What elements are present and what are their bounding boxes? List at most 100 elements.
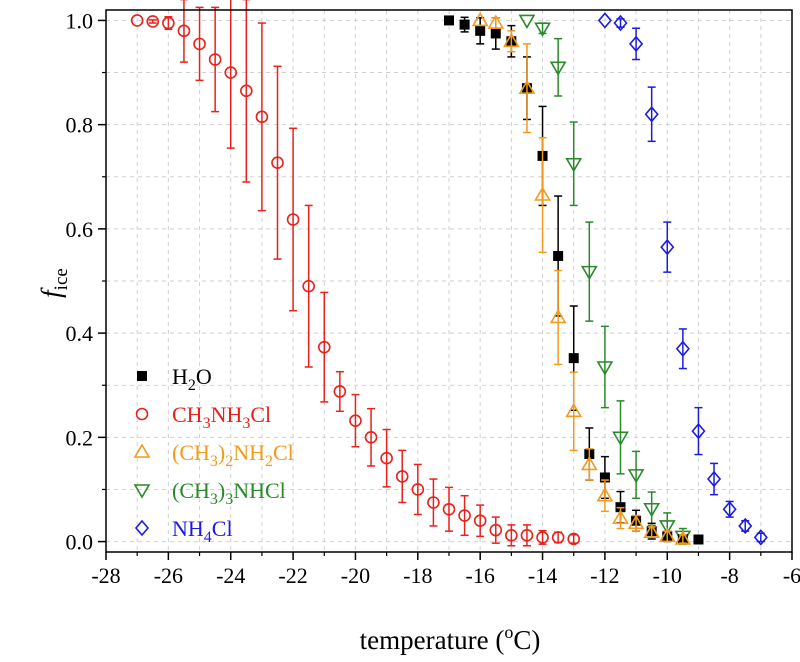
data-point <box>629 35 644 53</box>
legend-subscript: 3 <box>242 415 250 432</box>
data-point <box>146 15 160 28</box>
legend-text-part: NHCl <box>233 478 286 503</box>
data-point <box>612 509 629 524</box>
data-point <box>658 527 676 543</box>
data-point <box>473 514 487 528</box>
data-point <box>597 12 612 29</box>
legend-label: CH3NH3Cl <box>172 402 271 432</box>
data-point <box>518 79 536 94</box>
legend-label: (CH3)3NHCl <box>172 478 286 508</box>
data-point <box>395 470 409 483</box>
legend-text-part: ) <box>218 478 225 503</box>
data-point <box>271 156 284 169</box>
data-point <box>596 487 614 502</box>
data-point <box>349 414 362 427</box>
data-point <box>580 265 598 281</box>
x-tick-label: -12 <box>590 563 619 588</box>
data-point <box>549 61 567 76</box>
data-point <box>255 110 269 124</box>
data-point <box>444 15 454 26</box>
legend-subscript: 4 <box>204 529 212 546</box>
data-point <box>567 532 581 546</box>
legend-subscript: 2 <box>188 377 196 394</box>
series--ch3-3nhcl <box>518 14 692 545</box>
data-point <box>643 523 661 538</box>
legend-text-part: NH <box>211 402 243 427</box>
x-tick-label: -26 <box>154 563 183 588</box>
legend-text-part: ) <box>218 440 225 465</box>
x-tick-label: -8 <box>720 563 738 588</box>
data-point <box>459 19 470 30</box>
legend-subscript: 3 <box>225 491 233 508</box>
data-point <box>536 531 549 544</box>
data-point <box>475 25 486 36</box>
data-point <box>364 431 378 444</box>
data-point <box>489 523 503 537</box>
series-h2o <box>444 15 704 545</box>
legend-text-part: O <box>196 364 212 389</box>
data-point <box>644 106 659 123</box>
data-point <box>627 469 645 484</box>
x-tick-label: -18 <box>403 563 432 588</box>
data-series <box>130 0 768 547</box>
x-tick-label: -14 <box>528 563 557 588</box>
data-point <box>549 308 567 324</box>
x-tick-label: -20 <box>341 563 370 588</box>
data-point <box>317 340 331 354</box>
data-point <box>565 157 583 173</box>
data-point <box>520 529 534 542</box>
legend-subscript: 2 <box>265 453 273 470</box>
data-point <box>660 238 675 256</box>
data-point <box>534 22 551 37</box>
legend-subscript: 3 <box>210 491 218 508</box>
data-point <box>580 455 598 471</box>
legend-text-part: (CH <box>172 440 210 465</box>
data-point <box>658 520 676 535</box>
legend-marker <box>137 371 147 381</box>
data-point <box>753 529 768 546</box>
data-point <box>286 213 300 226</box>
data-point <box>518 14 536 30</box>
legend-label: H2O <box>172 364 212 394</box>
y-tick-label: 1.0 <box>66 8 94 33</box>
data-point <box>130 14 144 27</box>
legend-text-part: Cl <box>212 516 233 541</box>
data-point <box>674 530 692 545</box>
x-tick-label: -16 <box>466 563 495 588</box>
data-point <box>458 509 471 522</box>
data-point <box>302 279 315 293</box>
data-point <box>487 14 505 29</box>
y-tick-label: 0.0 <box>66 530 94 555</box>
x-tick-label: -10 <box>653 563 682 588</box>
legend-text-part: NH <box>172 516 204 541</box>
data-point <box>490 28 501 39</box>
series-ch3nh3cl <box>130 0 581 547</box>
legend-marker <box>133 443 151 458</box>
data-point <box>722 501 737 518</box>
legend-text-part: Cl <box>250 402 271 427</box>
legend-text-part: H <box>172 364 188 389</box>
x-tick-label: -22 <box>278 563 307 588</box>
x-tick-label: -24 <box>216 563 245 588</box>
data-point <box>471 11 489 27</box>
y-axis-title: fice <box>36 268 72 298</box>
legend-text-part: NH <box>233 440 265 465</box>
legend-marker <box>134 519 150 537</box>
data-point <box>675 340 690 357</box>
x-tick-label: -6 <box>783 563 800 588</box>
data-point <box>505 529 518 542</box>
data-point <box>612 431 629 446</box>
data-point <box>193 37 206 51</box>
y-tick-label: 0.8 <box>66 113 94 138</box>
data-point <box>565 402 583 418</box>
x-axis-title-after: C) <box>513 625 540 655</box>
data-point <box>627 514 645 530</box>
y-axis-title-sub: ice <box>51 268 72 290</box>
data-point <box>534 186 551 201</box>
data-point <box>208 53 222 66</box>
x-tick-label: -28 <box>91 563 120 588</box>
data-point <box>240 84 253 98</box>
y-axis-title-main: f <box>36 287 66 298</box>
data-point <box>411 483 425 496</box>
